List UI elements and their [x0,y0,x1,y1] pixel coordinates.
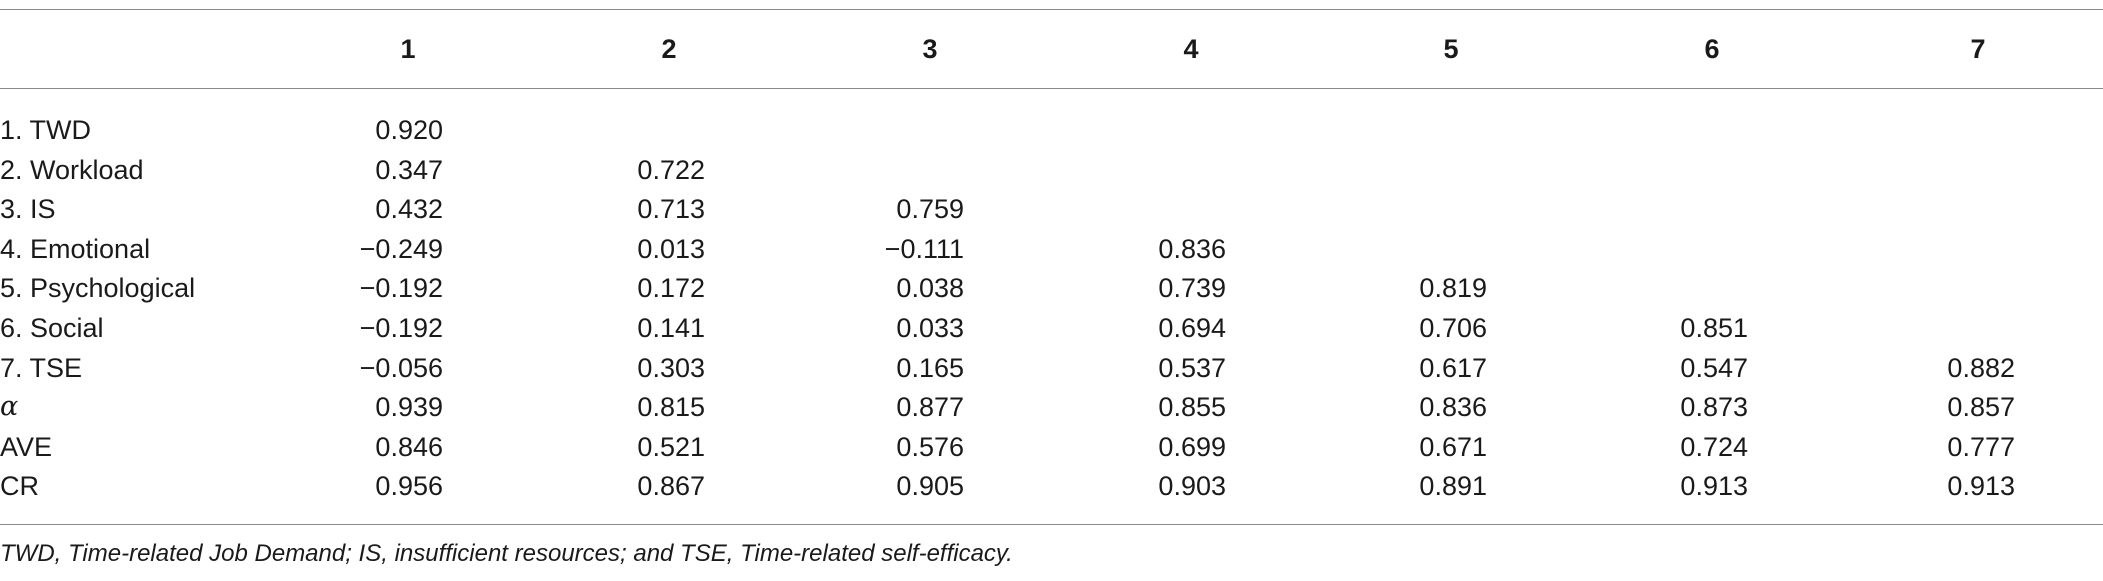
table-cell: 0.303 [637,353,705,383]
row-label: 1. TWD [0,115,92,145]
table-cell: −0.192 [359,273,443,303]
table-cell: 0.857 [1947,392,2015,422]
table-cell: 0.836 [1158,234,1226,264]
table-cell: 0.033 [896,313,964,343]
table-cell: 0.851 [1680,313,1748,343]
table-cell: 0.891 [1419,471,1487,501]
table-cell: 0.846 [375,432,443,462]
table-cell: 0.759 [896,194,964,224]
table-cell: 0.956 [375,471,443,501]
table-cell: 0.867 [637,471,705,501]
table-cell: −0.249 [359,234,443,264]
table-cell: 0.939 [375,392,443,422]
row-label: 6. Social [0,313,104,343]
table-cell: 0.617 [1419,353,1487,383]
column-header-6: 6 [1704,34,1720,64]
row-label: CR [0,471,39,501]
table-cell: 0.913 [1947,471,2015,501]
table-cell: 0.013 [637,234,705,264]
table-bottom-rule [0,524,2103,525]
row-label: AVE [0,432,53,462]
table-cell: 0.671 [1419,432,1487,462]
table-cell: 0.836 [1419,392,1487,422]
row-label: 4. Emotional [0,234,151,264]
column-header-7: 7 [1970,34,1986,64]
table-cell: 0.347 [375,155,443,185]
table-cell: 0.141 [637,313,705,343]
table-cell: 0.537 [1158,353,1226,383]
row-label: 5. Psychological [0,273,196,303]
table-footnote: TWD, Time-related Job Demand; IS, insuff… [0,540,1013,567]
table-header-rule [0,88,2103,89]
table-cell: 0.777 [1947,432,2015,462]
table-cell: 0.920 [375,115,443,145]
table-cell: 0.576 [896,432,964,462]
table-cell: 0.873 [1680,392,1748,422]
column-header-1: 1 [400,34,416,64]
table-cell: 0.819 [1419,273,1487,303]
table-cell: 0.694 [1158,313,1226,343]
table-cell: 0.815 [637,392,705,422]
row-label: 7. TSE [0,353,83,383]
table-cell: 0.855 [1158,392,1226,422]
table-cell: 0.165 [896,353,964,383]
table-cell: −0.056 [359,353,443,383]
table-cell: 0.877 [896,392,964,422]
column-header-4: 4 [1183,34,1199,64]
table-cell: 0.521 [637,432,705,462]
column-header-3: 3 [922,34,938,64]
table-cell: 0.699 [1158,432,1226,462]
table-cell: 0.739 [1158,273,1226,303]
column-header-5: 5 [1443,34,1459,64]
row-label: 3. IS [0,194,56,224]
table-cell: −0.111 [884,234,964,264]
table-cell: 0.724 [1680,432,1748,462]
table-cell: 0.038 [896,273,964,303]
table-cell: 0.913 [1680,471,1748,501]
table-cell: 0.432 [375,194,443,224]
table-cell: 0.172 [637,273,705,303]
row-label: 2. Workload [0,155,144,185]
column-header-2: 2 [661,34,677,64]
table-cell: 0.713 [637,194,705,224]
table-cell: −0.192 [359,313,443,343]
table-cell: 0.706 [1419,313,1487,343]
row-label: α [0,391,19,422]
table-cell: 0.722 [637,155,705,185]
table-top-rule [0,9,2103,10]
table-cell: 0.547 [1680,353,1748,383]
table-cell: 0.903 [1158,471,1226,501]
table-cell: 0.905 [896,471,964,501]
table-cell: 0.882 [1947,353,2015,383]
